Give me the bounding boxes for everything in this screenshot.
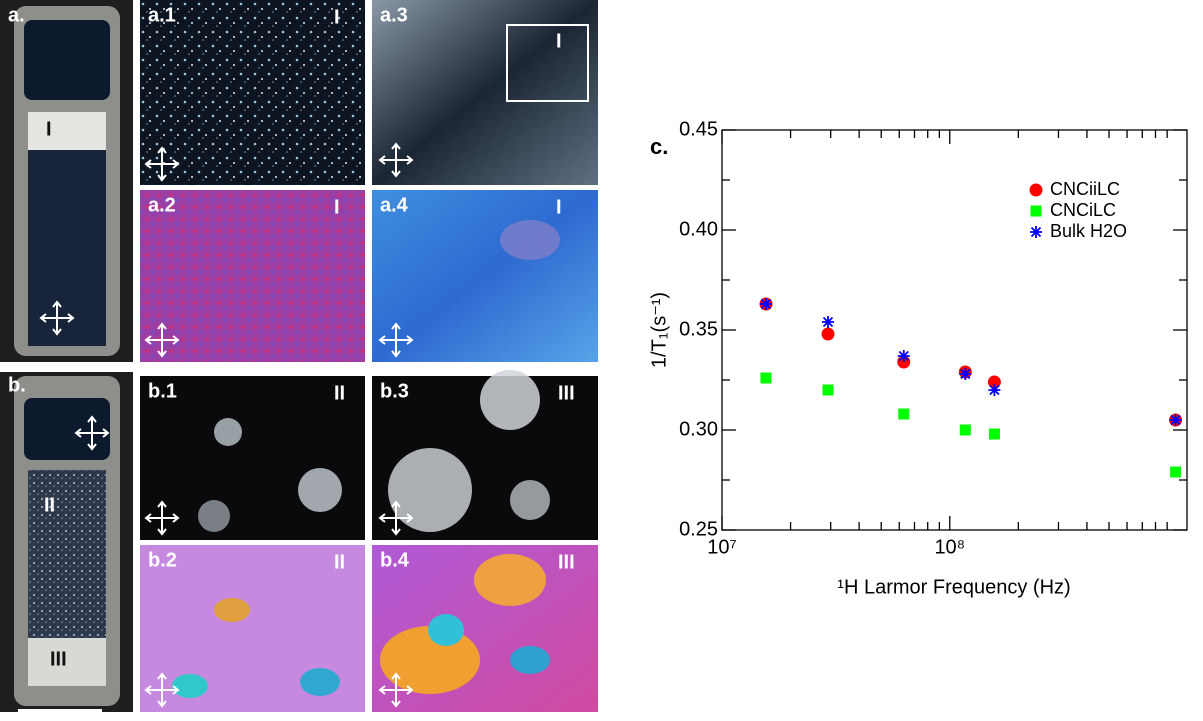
- panel-label: b.1: [148, 380, 177, 402]
- chart: c. ¹H Larmor Frequency (Hz) 1/T₁(s⁻¹) 10…: [648, 118, 1188, 598]
- vial-a: a. I: [0, 0, 133, 362]
- panel-label: c.: [650, 134, 668, 159]
- micrograph: a.4 I: [372, 190, 598, 362]
- x-tick-label: 10⁷: [707, 536, 736, 558]
- marker: [760, 372, 772, 384]
- micrograph: a.2 I: [140, 190, 365, 362]
- region-label: III: [558, 382, 575, 404]
- panel-label: a.3: [380, 4, 408, 26]
- marker: [987, 375, 1001, 389]
- legend-marker: [1030, 205, 1042, 217]
- region-label: II: [334, 382, 345, 404]
- panel-label: a.: [8, 4, 25, 26]
- marker: [1170, 466, 1182, 478]
- region-label: I: [334, 196, 340, 218]
- marker: [988, 428, 1000, 440]
- legend-label: CNCiiLC: [1050, 179, 1120, 199]
- marker: [1169, 414, 1182, 426]
- marker: [988, 384, 1001, 396]
- panel-label: b.: [8, 374, 26, 396]
- x-axis-label: ¹H Larmor Frequency (Hz): [837, 576, 1070, 598]
- y-tick-label: 0.25: [679, 518, 718, 540]
- marker: [822, 384, 834, 396]
- micrograph: a.3 I: [372, 0, 598, 185]
- legend-marker: [1030, 226, 1042, 238]
- region-label: III: [50, 648, 67, 670]
- micrograph: a.1 I: [140, 0, 365, 185]
- vial-b: b. II III: [0, 372, 133, 712]
- region-label: I: [556, 30, 562, 52]
- y-tick-label: 0.30: [679, 418, 718, 440]
- region-label: I: [556, 196, 562, 218]
- marker: [959, 424, 971, 436]
- region-label: I: [334, 6, 340, 28]
- legend-label: Bulk H2O: [1050, 221, 1127, 241]
- panel-label: a.2: [148, 194, 176, 216]
- y-tick-label: 0.40: [679, 218, 718, 240]
- legend-marker: [1029, 183, 1043, 197]
- micrograph: b.1 II: [140, 376, 365, 540]
- marker: [821, 327, 835, 341]
- y-axis-label: 1/T₁(s⁻¹): [648, 292, 670, 368]
- marker: [897, 350, 910, 362]
- x-tick-label: 10⁸: [934, 536, 965, 558]
- panel-label: b.4: [380, 549, 410, 571]
- marker: [898, 408, 910, 420]
- region-label: II: [334, 551, 345, 573]
- legend-label: CNCiLC: [1050, 200, 1116, 220]
- marker: [822, 316, 835, 328]
- region-label: III: [558, 551, 575, 573]
- panel-label: a.4: [380, 194, 409, 216]
- region-label: I: [46, 118, 52, 140]
- marker: [759, 298, 772, 310]
- panel-label: a.1: [148, 4, 176, 26]
- panel-label: b.3: [380, 380, 409, 402]
- panel-label: b.2: [148, 549, 177, 571]
- micrograph: b.2 II: [140, 545, 365, 712]
- y-tick-label: 0.45: [679, 118, 718, 140]
- marker: [959, 368, 972, 380]
- micrograph: b.4 III: [372, 545, 598, 712]
- micrograph: b.3 III: [372, 370, 598, 540]
- region-label: II: [44, 494, 55, 516]
- y-tick-label: 0.35: [679, 318, 718, 340]
